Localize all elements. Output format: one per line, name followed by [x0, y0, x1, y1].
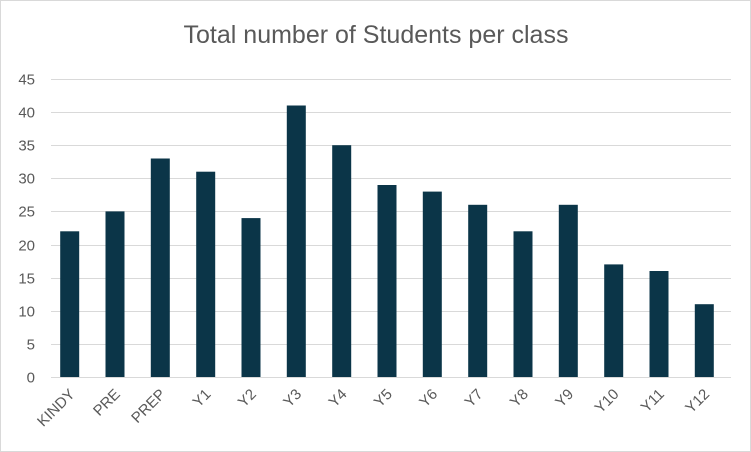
y-tick-label: 15 [18, 271, 35, 288]
bar-y1 [196, 171, 216, 377]
y-tick-label: 25 [18, 204, 35, 221]
bar-y7 [468, 204, 488, 377]
y-tick-label: 30 [18, 171, 35, 188]
bar-y2 [241, 218, 261, 377]
y-tick-label: 35 [18, 138, 35, 155]
x-tick-label-y11: Y11 [638, 386, 668, 416]
x-tick-label-y6: Y6 [416, 386, 441, 411]
bar-y4 [332, 145, 352, 377]
bar-prep [150, 158, 170, 377]
bar-kindy [60, 231, 80, 377]
x-tick-label-y2: Y2 [235, 386, 260, 411]
x-tick-label-y12: Y12 [682, 386, 713, 417]
x-tick-label-y10: Y10 [592, 386, 623, 417]
x-tick-label-y3: Y3 [280, 386, 305, 411]
bar-y6 [422, 191, 442, 377]
y-tick-label: 40 [18, 105, 35, 122]
bar-pre [105, 211, 125, 377]
bar-y12 [694, 304, 714, 377]
bar-y10 [604, 264, 624, 377]
y-tick-label: 10 [18, 304, 35, 321]
y-axis-tick-labels: 0 5 10 15 20 25 30 35 40 45 [18, 72, 35, 387]
y-tick-label: 5 [27, 337, 35, 354]
x-tick-label-y5: Y5 [371, 386, 396, 411]
y-tick-label: 45 [18, 72, 35, 89]
x-tick-label-y8: Y8 [507, 386, 532, 411]
bar-y9 [558, 204, 578, 377]
y-tick-label: 20 [18, 238, 35, 255]
x-tick-label-y9: Y9 [552, 386, 577, 411]
x-axis-tick-labels: KINDY PRE PREP Y1 Y2 Y3 Y4 Y5 Y6 Y7 Y8 Y9 Y10 Y11 Y12 [34, 386, 713, 430]
x-tick-label-prep: PREP [128, 386, 169, 427]
bar-y11 [649, 271, 669, 377]
x-tick-label-y7: Y7 [462, 386, 487, 411]
bar-y5 [377, 185, 397, 377]
y-tick-label: 0 [27, 370, 35, 387]
bar-y3 [286, 105, 306, 377]
bar-y8 [513, 231, 533, 377]
x-tick-label-y1: Y1 [190, 386, 215, 411]
chart-title: Total number of Students per class [184, 21, 569, 49]
x-tick-label-pre: PRE [90, 386, 124, 420]
x-tick-label-kindy: KINDY [34, 386, 78, 430]
bars [60, 105, 714, 377]
x-tick-label-y4: Y4 [326, 386, 351, 411]
